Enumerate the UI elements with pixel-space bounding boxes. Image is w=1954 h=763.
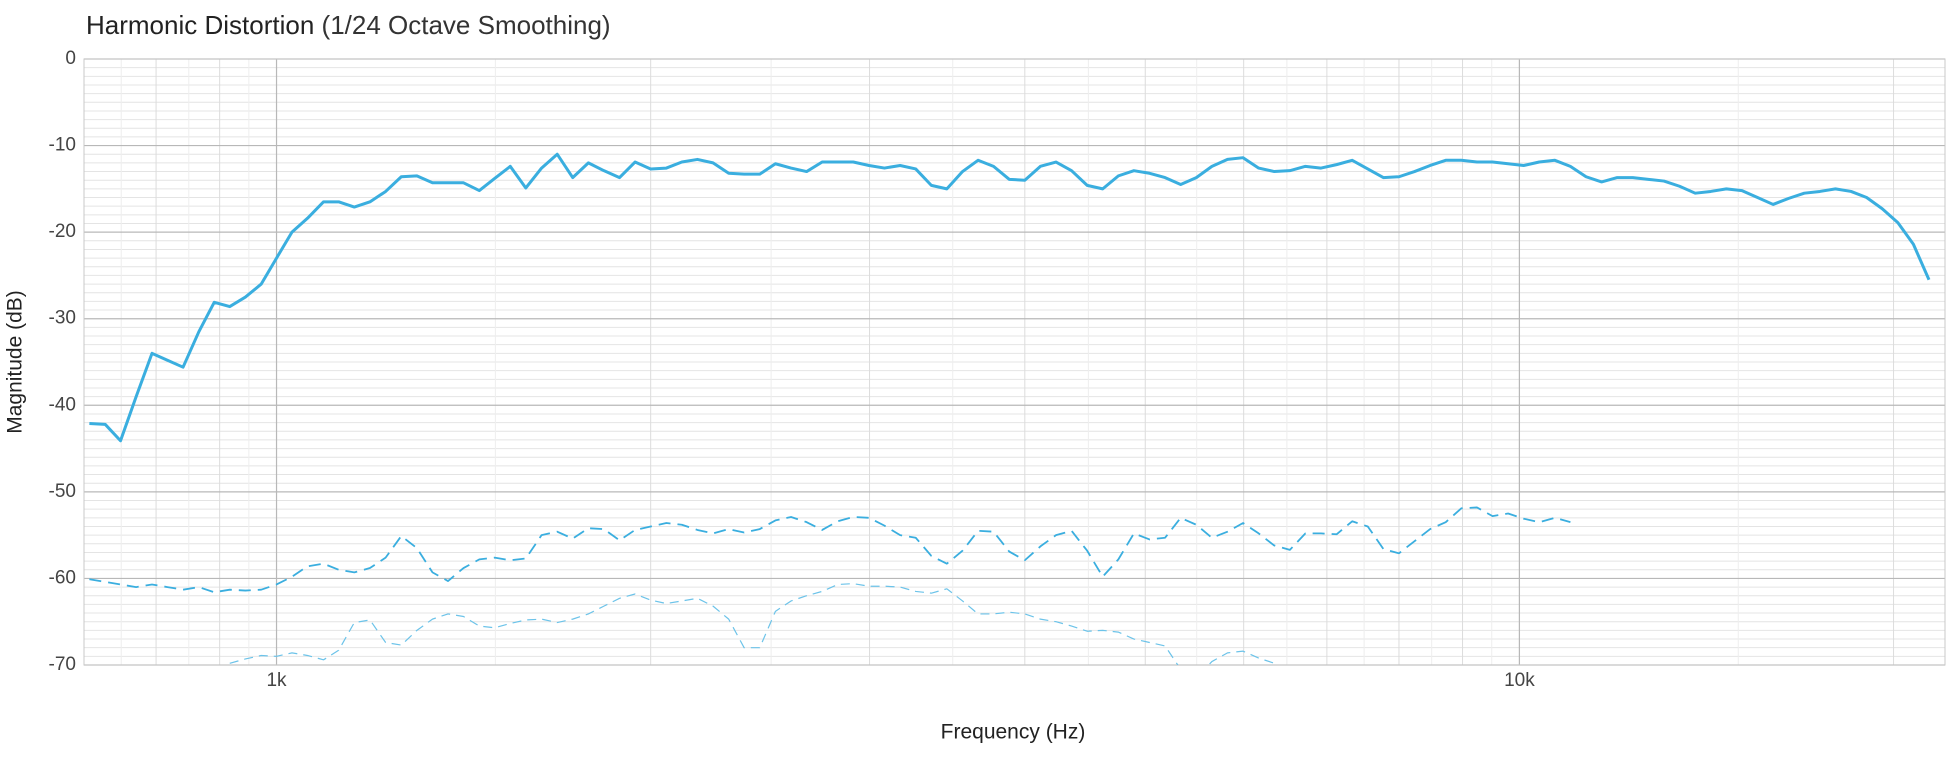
y-axis-label: Magnitude (dB)	[4, 290, 27, 434]
subtitle: (1/24 Octave Smoothing)	[322, 10, 611, 40]
y-tick-label: -30	[49, 308, 76, 329]
x-tick-label: 10k	[1504, 670, 1535, 691]
title: Harmonic Distortion	[86, 10, 314, 40]
y-tick-label: -40	[49, 394, 76, 415]
series-line	[89, 152, 1931, 443]
y-tick-label: -50	[49, 481, 76, 502]
y-tick-label: -10	[49, 135, 76, 156]
grid	[83, 58, 1946, 666]
y-tick-label: 0	[65, 48, 76, 69]
chart-title: Harmonic Distortion (1/24 Octave Smoothi…	[86, 10, 611, 40]
lines	[89, 152, 1931, 665]
y-tick-label: -20	[49, 221, 76, 242]
series-line	[229, 583, 1275, 665]
y-tick-label: -60	[49, 567, 76, 588]
plot-border	[83, 58, 1946, 666]
x-tick-label: 1k	[266, 670, 287, 691]
x-axis-label: Frequency (Hz)	[941, 721, 1086, 744]
series-line	[89, 506, 1571, 594]
y-tick-label: -70	[49, 654, 76, 675]
labels: 0 -10 -20 -30 -40 -50 -60 -70 1k 10k	[49, 48, 1536, 691]
